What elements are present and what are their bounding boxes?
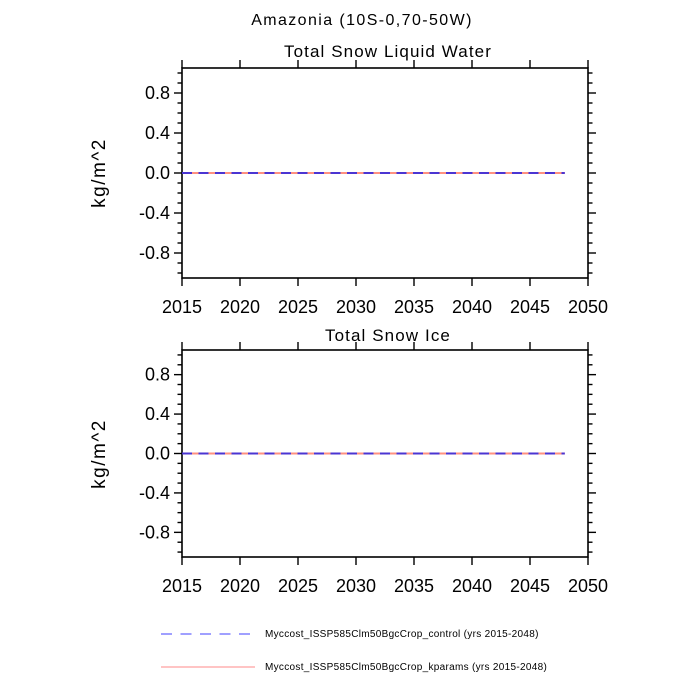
x-tick-label: 2050 [568, 576, 608, 596]
panel2-title: Total Snow Ice [325, 326, 451, 345]
axis-tick-labels: 2015 2020 2025 2030 2035 2040 2045 2050 0.8 0.4 0.… [139, 83, 608, 317]
y-tick-label: -0.4 [139, 203, 170, 223]
axis-tick-labels: 2015 2020 2025 2030 2035 2040 2045 2050 0.8 0.4 0.… [139, 365, 608, 596]
panel-1: 2015 2020 2025 2030 2035 2040 2045 2050 0.8 0.4 0.… [139, 60, 608, 317]
x-tick-label: 2025 [278, 576, 318, 596]
x-tick-label: 2040 [452, 297, 492, 317]
y-tick-label: 0.0 [145, 163, 170, 183]
axis-ticks [174, 60, 596, 286]
panel1-title: Total Snow Liquid Water [284, 42, 492, 61]
x-tick-label: 2035 [394, 297, 434, 317]
y-tick-label: 0.4 [145, 123, 170, 143]
x-tick-label: 2050 [568, 297, 608, 317]
x-tick-label: 2025 [278, 297, 318, 317]
y-tick-label: -0.4 [139, 483, 170, 503]
x-tick-label: 2020 [220, 576, 260, 596]
legend-item-kparams: Myccost_ISSP585Clm50BgcCrop_kparams (yrs… [160, 660, 547, 674]
figure-main-title: Amazonia (10S-0,70-50W) [251, 12, 473, 29]
legend-label-kparams: Myccost_ISSP585Clm50BgcCrop_kparams (yrs… [265, 661, 548, 673]
x-tick-label: 2045 [510, 297, 550, 317]
x-tick-label: 2035 [394, 576, 434, 596]
x-tick-label: 2040 [452, 576, 492, 596]
legend-solid-line-icon [161, 666, 255, 668]
panel-2: 2015 2020 2025 2030 2035 2040 2045 2050 0.8 0.4 0.… [139, 342, 608, 596]
legend-dashed-line-icon [161, 633, 255, 635]
y-tick-label: -0.8 [139, 243, 170, 263]
y-tick-label: 0.8 [145, 365, 170, 385]
y-tick-label: -0.8 [139, 522, 170, 542]
x-tick-label: 2030 [336, 297, 376, 317]
x-tick-label: 2020 [220, 297, 260, 317]
x-tick-label: 2015 [162, 576, 202, 596]
y-tick-label: 0.0 [145, 444, 170, 464]
axis-ticks [174, 342, 596, 565]
legend-label-control: Myccost_ISSP585Clm50BgcCrop_control (yrs… [265, 628, 539, 640]
legend-item-control: Myccost_ISSP585Clm50BgcCrop_control (yrs… [160, 627, 539, 641]
y-tick-label: 0.4 [145, 404, 170, 424]
x-tick-label: 2030 [336, 576, 376, 596]
x-tick-label: 2045 [510, 576, 550, 596]
x-tick-label: 2015 [162, 297, 202, 317]
y-tick-label: 0.8 [145, 83, 170, 103]
